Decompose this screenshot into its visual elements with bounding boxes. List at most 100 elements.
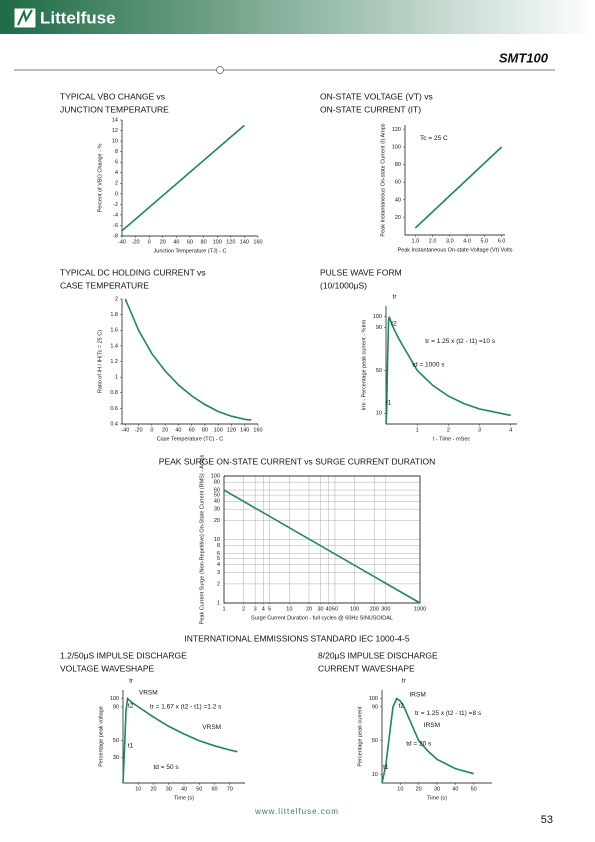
x-tick-label: 10 [135, 786, 141, 792]
y-tick-label: 30 [113, 755, 119, 761]
y-tick-label: 2 [115, 181, 118, 187]
y-axis-label: Percentage peak current [357, 706, 363, 767]
x-tick-label: 80 [201, 239, 207, 245]
chart-title: TYPICAL DC HOLDING CURRENT vs [60, 267, 205, 277]
y-tick-label: 0.6 [110, 406, 118, 412]
x-tick-label: -40 [118, 239, 126, 245]
y-axis-label: Percentage peak voltage [98, 706, 104, 767]
y-axis-label: Percent of VBO Change - % [97, 144, 103, 213]
x-tick-label: 0 [148, 239, 151, 245]
x-tick-label: 40 [173, 239, 179, 245]
chart-title: PEAK SURGE ON-STATE CURRENT vs SURGE CUR… [159, 456, 435, 466]
x-tick-label: 60 [189, 427, 195, 433]
chart-title: TYPICAL VBO CHANGE vs [60, 91, 165, 101]
y-tick-label: 1.2 [110, 359, 118, 365]
axes [404, 125, 505, 236]
axes [121, 120, 258, 237]
y-tick-label: 40 [214, 499, 220, 505]
annotation: Tc = 25 C [420, 135, 448, 142]
axes [385, 306, 517, 425]
x-tick-label: 300 [381, 606, 390, 612]
y-tick-label: 8 [217, 543, 220, 549]
annotation: td = 1000 s [412, 362, 445, 369]
y-tick-label: 6 [217, 551, 220, 557]
y-tick-label: -6 [113, 223, 118, 229]
x-tick-label: 50 [471, 786, 477, 792]
x-tick-label: 160 [253, 239, 262, 245]
y-tick-label: 20 [395, 215, 401, 221]
y-tick-label: 80 [214, 480, 220, 486]
y-tick-label: 2 [217, 581, 220, 587]
x-tick-label: 120 [226, 239, 235, 245]
chart-title: JUNCTION TEMPERATURE [60, 104, 169, 114]
x-axis-label: Time (s) [174, 795, 194, 801]
annotation: tr [402, 677, 407, 684]
annotation: t2 [399, 703, 405, 710]
y-axis-label: Peak Current Surge (Non-Repetitive) On-S… [199, 454, 205, 624]
x-tick-label: -40 [121, 427, 129, 433]
footer-url: www.littelfuse.com [254, 807, 339, 816]
x-tick-label: 40 [175, 427, 181, 433]
chart-title: ON-STATE VOLTAGE (VT) vs [320, 91, 433, 101]
x-tick-label: 40 [326, 606, 332, 612]
x-axis-label: Time (s) [427, 795, 447, 801]
x-tick-label: 200 [370, 606, 379, 612]
y-tick-label: 8 [115, 149, 118, 155]
y-tick-label: 100 [211, 473, 220, 479]
y-tick-label: -2 [113, 202, 118, 208]
x-tick-label: 3 [254, 606, 257, 612]
x-tick-label: 4 [509, 427, 512, 433]
annotation: tr [129, 677, 134, 684]
data-line [385, 316, 511, 425]
y-tick-label: 50 [376, 368, 382, 374]
x-tick-label: 50 [196, 786, 202, 792]
y-tick-label: 4 [217, 562, 220, 568]
x-tick-label: 20 [160, 239, 166, 245]
chart-title: (10/1000µS) [320, 280, 367, 290]
data-line [122, 696, 238, 784]
annotation: td = 50 s [154, 764, 180, 771]
x-tick-label: 60 [211, 786, 217, 792]
x-axis-label: Case Temperature (TC) - C [157, 436, 224, 442]
annotation: t1 [383, 764, 389, 771]
annotation: td = 20 s [406, 741, 432, 748]
annotation: t2 [391, 320, 397, 327]
x-tick-label: 10 [397, 786, 403, 792]
x-tick-label: 2 [447, 427, 450, 433]
y-tick-label: 1 [115, 375, 118, 381]
y-tick-label: 0.8 [110, 390, 118, 396]
y-tick-label: 2 [115, 296, 118, 302]
x-tick-label: 100 [213, 239, 222, 245]
header-dot [216, 66, 224, 74]
chart-title: CASE TEMPERATURE [60, 280, 149, 290]
chart-title: VOLTAGE WAVESHAPE [60, 663, 154, 673]
chart-title: CURRENT WAVESHAPE [318, 663, 415, 673]
y-axis-label: Ratio of IH / IH(Tc = 25 C) [97, 330, 103, 393]
annotation: tr [393, 293, 398, 300]
y-tick-label: -8 [113, 233, 118, 239]
x-axis-label: Peak Instantaneous On-state Voltage (Vt)… [398, 247, 513, 253]
x-tick-label: 160 [253, 427, 262, 433]
x-tick-label: 30 [434, 786, 440, 792]
y-tick-label: 10 [372, 772, 378, 778]
y-tick-label: 0 [115, 191, 118, 197]
y-tick-label: 1.8 [110, 312, 118, 318]
x-tick-label: 2 [242, 606, 245, 612]
x-tick-label: 6.0 [498, 238, 506, 244]
y-tick-label: 0.4 [110, 421, 118, 427]
y-tick-label: 5 [217, 556, 220, 562]
x-tick-label: 40 [181, 786, 187, 792]
x-tick-label: 20 [416, 786, 422, 792]
chart-title: ON-STATE CURRENT (IT) [320, 104, 421, 114]
x-tick-label: 3 [478, 427, 481, 433]
x-axis-label: Junction Temperature (TJ) - C [154, 248, 227, 254]
y-tick-label: 10 [214, 537, 220, 543]
data-line [223, 489, 421, 604]
x-tick-label: 70 [227, 786, 233, 792]
x-tick-label: 20 [150, 786, 156, 792]
annotation: tr = 1.67 x (t2 - t1) =1.2 s [150, 703, 222, 710]
x-tick-label: 3.0 [446, 238, 454, 244]
y-tick-label: -4 [113, 212, 118, 218]
part-number: SMT100 [499, 50, 549, 65]
